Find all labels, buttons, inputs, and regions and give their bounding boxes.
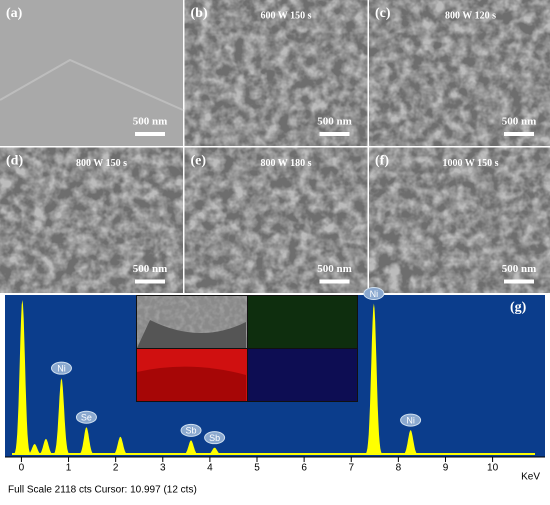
- peak: [180, 440, 202, 455]
- scale-label: 500 nm: [317, 116, 352, 128]
- x-tick-label: 6: [301, 463, 307, 474]
- sem-texture: [369, 0, 550, 146]
- sem-texture: [184, 147, 368, 294]
- peak-label: Sb: [186, 426, 197, 436]
- condition: 800 W 150 s: [76, 158, 127, 169]
- x-tick-label: 1: [66, 463, 72, 474]
- inset: [136, 295, 358, 402]
- condition: 1000 W 150 s: [442, 158, 498, 169]
- condition: 600 W 150 s: [260, 10, 311, 21]
- peak: [110, 436, 131, 455]
- scale-label: 500 nm: [502, 263, 537, 275]
- peak-label: Ni: [57, 364, 66, 374]
- peak-badge: [50, 361, 72, 375]
- x-tick-label: 4: [207, 463, 213, 474]
- peak-label: Sb: [209, 433, 220, 443]
- scale-label: 500 nm: [133, 116, 168, 128]
- peak: [363, 303, 385, 455]
- panel-label: (e): [191, 154, 207, 169]
- x-tick-label: 8: [396, 463, 402, 474]
- x-tick-label: 5: [254, 463, 260, 474]
- peak-label: Ni: [406, 415, 415, 425]
- x-tick-label: 3: [160, 463, 166, 474]
- condition: 800 W 180 s: [260, 158, 311, 169]
- peak-badge: [363, 287, 385, 301]
- sem-image: [0, 0, 183, 146]
- condition: 800 W 120 s: [445, 10, 496, 21]
- sem-edge: [0, 58, 184, 111]
- peak: [400, 430, 421, 455]
- peak: [51, 378, 72, 455]
- peak-badge: [75, 410, 97, 424]
- peak-badge: [204, 431, 226, 445]
- peak-label: Se: [81, 413, 92, 423]
- sem-texture: [184, 0, 368, 146]
- x-tick-label: 0: [19, 463, 25, 474]
- peak-label: Ni: [370, 289, 379, 299]
- sem-panels: (a) 500 nm (b) 600 W 150 s 500 nm (c) 800 W 12…: [0, 0, 550, 294]
- scale-label: 500 nm: [317, 263, 352, 275]
- peak-badge: [400, 413, 422, 427]
- x-tick-label: 2: [113, 463, 119, 474]
- peak: [35, 438, 57, 455]
- footer: Full Scale 2118 cts Cursor: 10.997 (12 c…: [8, 485, 197, 496]
- peak: [24, 444, 45, 455]
- scale-label: 500 nm: [133, 263, 168, 275]
- peak: [76, 427, 97, 455]
- peak: [12, 300, 33, 455]
- peak: [204, 447, 225, 455]
- panel-label: (c): [375, 6, 391, 21]
- panel-label: (d): [6, 154, 23, 169]
- sem-texture: [369, 147, 550, 294]
- x-tick-label: 9: [443, 463, 449, 474]
- panel-label: (b): [191, 6, 208, 21]
- sem-texture: [0, 147, 183, 294]
- spectrum: Ni Se Sb Sb Ni Ni 0 1 2 3 4 5 6 7 8 9 10 KeV Full Scale 21…: [5, 287, 545, 496]
- panel-label: (g): [510, 300, 527, 315]
- peak-badge: [180, 423, 202, 437]
- scale-label: 500 nm: [502, 116, 537, 128]
- x-axis-label: KeV: [521, 472, 540, 483]
- x-tick-label: 10: [487, 463, 499, 474]
- panel-label: (f): [375, 154, 389, 169]
- panel-label: (a): [6, 6, 23, 21]
- x-tick-label: 7: [348, 463, 354, 474]
